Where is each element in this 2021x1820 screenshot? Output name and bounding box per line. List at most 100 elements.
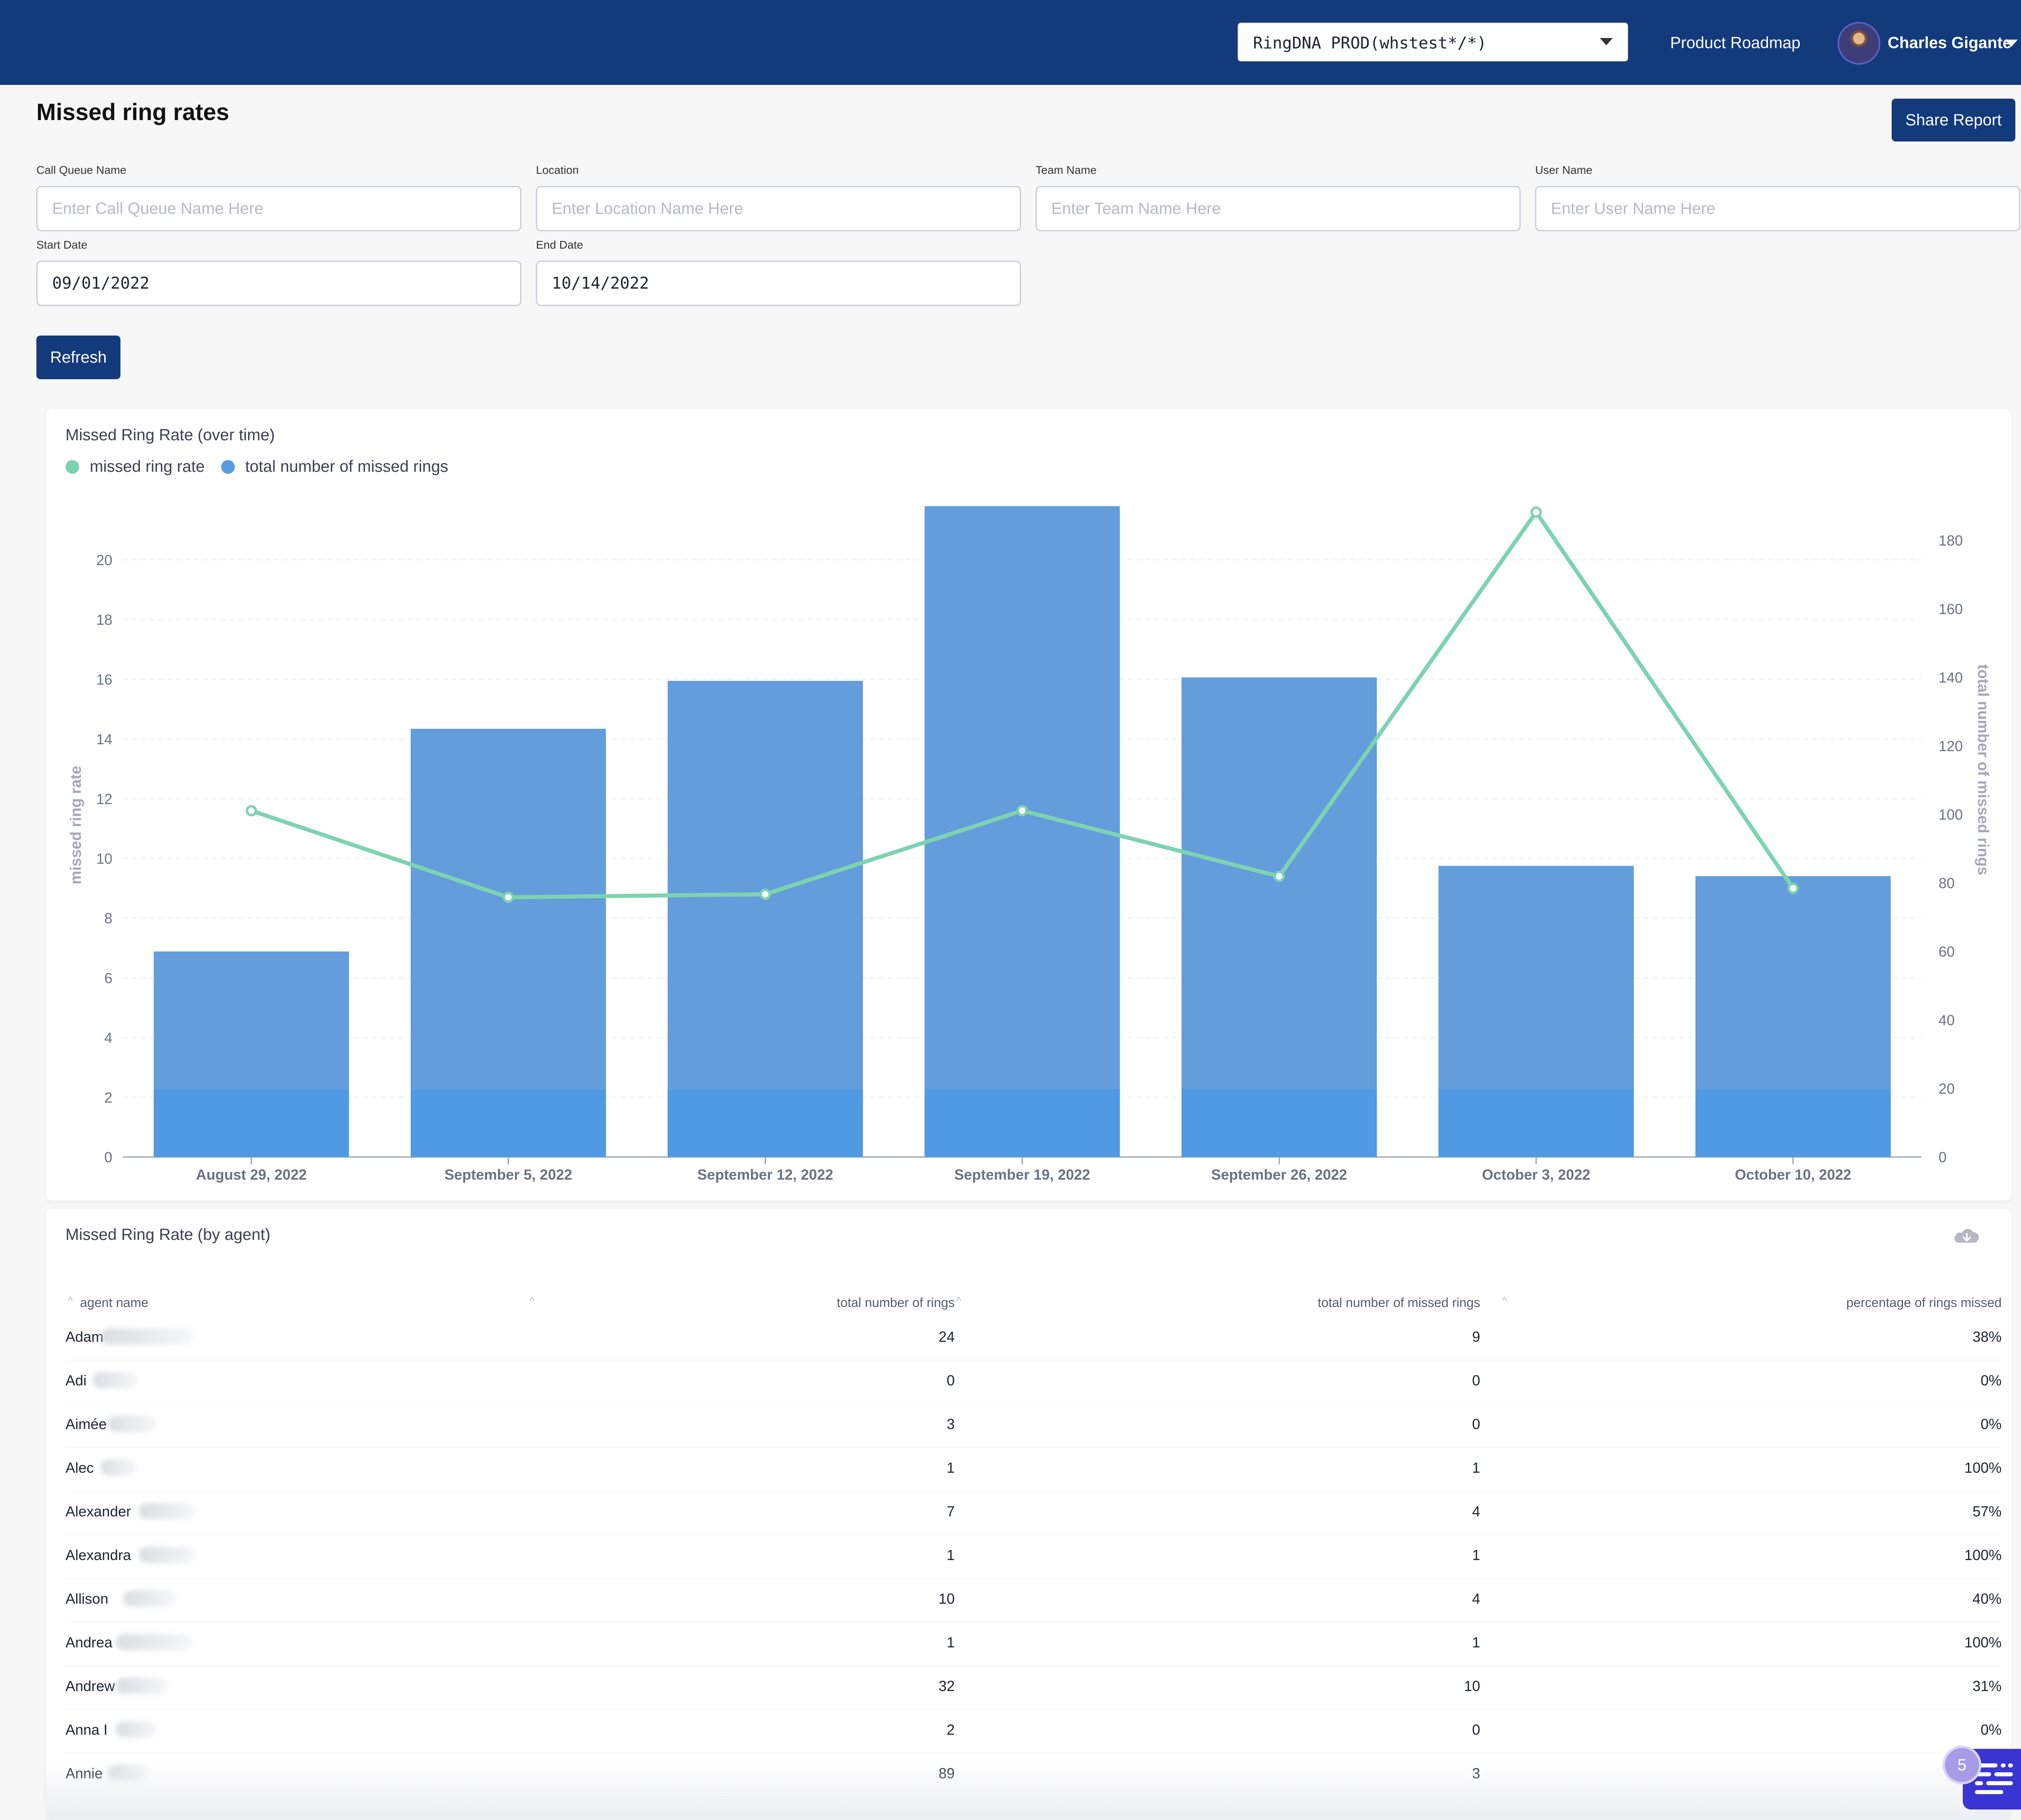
- chart-legend: missed ring rate total number of missed …: [65, 458, 464, 476]
- location-input[interactable]: [536, 186, 1021, 231]
- y-left-tick-label: 14: [96, 731, 112, 747]
- redacted-surname: [116, 1634, 192, 1650]
- total-rings-cell: 2: [946, 1721, 955, 1738]
- end-date-input[interactable]: [536, 261, 1021, 306]
- sort-caret-icon[interactable]: ^: [68, 1294, 73, 1307]
- top-nav-bar: RingDNA PROD(whstest*/*) Product Roadmap…: [0, 0, 2021, 85]
- missed-rings-cell: 1: [1472, 1547, 1480, 1563]
- bar-base-band: [667, 1089, 863, 1157]
- legend-item-rate[interactable]: missed ring rate: [65, 458, 205, 476]
- x-tick-label: September 26, 2022: [1211, 1166, 1347, 1183]
- call-queue-label: Call Queue Name: [36, 164, 127, 176]
- redacted-surname: [139, 1547, 195, 1563]
- total-rings-cell: 32: [938, 1678, 955, 1694]
- chevron-down-icon: [1600, 38, 1613, 45]
- agent-name: Alexander: [65, 1503, 131, 1520]
- x-tick-label: September 12, 2022: [697, 1166, 833, 1183]
- page-title: Missed ring rates: [36, 99, 230, 125]
- x-tick-label: September 19, 2022: [954, 1166, 1090, 1183]
- total-rings-cell: 1: [946, 1634, 955, 1651]
- menu-lines-icon: [1975, 1763, 2013, 1794]
- missed-rings-cell: 4: [1472, 1503, 1480, 1520]
- team-name-input[interactable]: [1036, 186, 1521, 231]
- agent-name: Aimée: [65, 1416, 107, 1432]
- bar-base-band: [1695, 1089, 1891, 1157]
- y-left-tick-label: 2: [104, 1089, 112, 1106]
- table-row[interactable]: Andrea 1 1 100%: [65, 1622, 2002, 1666]
- team-name-label: Team Name: [1036, 164, 1097, 176]
- call-queue-input[interactable]: [36, 186, 521, 231]
- legend-dot-rate: [65, 460, 79, 474]
- table-row[interactable]: Alexandra 1 1 100%: [65, 1535, 2002, 1579]
- sort-caret-icon[interactable]: ^: [1502, 1294, 1507, 1307]
- column-header-total-rings[interactable]: total number of rings: [837, 1295, 955, 1310]
- table-row[interactable]: Anna I 2 0 0%: [65, 1709, 2002, 1753]
- x-tick-label: August 29, 2022: [196, 1166, 307, 1183]
- table-row[interactable]: Andrew 32 10 31%: [65, 1666, 2002, 1710]
- refresh-button[interactable]: Refresh: [36, 336, 120, 379]
- y-left-tick-label: 18: [96, 612, 112, 628]
- y-left-tick-label: 16: [96, 671, 112, 688]
- y-right-tick-label: 40: [1939, 1012, 1955, 1028]
- sort-caret-icon[interactable]: ^: [530, 1294, 535, 1307]
- total-rings-cell: 7: [946, 1503, 955, 1520]
- percentage-missed-cell: 0%: [1980, 1721, 2002, 1738]
- bar-missed-rings: [411, 728, 606, 1157]
- bar-base-band: [1181, 1089, 1377, 1157]
- line-point: [1530, 506, 1542, 518]
- sort-caret-icon[interactable]: ^: [956, 1294, 962, 1307]
- table-row[interactable]: Aimée 3 0 0%: [65, 1404, 2002, 1448]
- missed-ring-rate-chart-card: 0 2 4 6 8 10 12 14 16 18 20 0 20 40 60 80 100 120 140 160 18…: [46, 409, 2011, 1201]
- chart-title: Missed Ring Rate (over time): [65, 426, 275, 444]
- scroll-fade: [46, 1759, 2011, 1820]
- notification-badge[interactable]: 5: [1943, 1746, 1981, 1784]
- table-title: Missed Ring Rate (by agent): [65, 1226, 270, 1244]
- percentage-missed-cell: 0%: [1980, 1372, 2002, 1389]
- x-tick-label: October 3, 2022: [1482, 1166, 1590, 1183]
- share-report-button[interactable]: Share Report: [1892, 99, 2015, 141]
- account-select-value: RingDNA PROD(whstest*/*): [1253, 34, 1487, 53]
- legend-label-rate: missed ring rate: [90, 458, 205, 475]
- redacted-surname: [108, 1416, 156, 1432]
- y-right-tick-label: 180: [1939, 532, 1963, 549]
- chevron-down-icon[interactable]: [2005, 40, 2018, 47]
- legend-label-missed: total number of missed rings: [245, 458, 449, 475]
- column-header-missed-rings[interactable]: total number of missed rings: [1318, 1295, 1480, 1310]
- y-right-tick-label: 100: [1939, 807, 1963, 823]
- redacted-surname: [93, 1372, 137, 1388]
- table-row[interactable]: Alec 1 1 100%: [65, 1447, 2002, 1491]
- missed-rings-cell: 4: [1472, 1590, 1480, 1607]
- start-date-input[interactable]: [36, 261, 521, 306]
- user-name-input[interactable]: [1535, 186, 2020, 231]
- table-row[interactable]: Adam 24 9 38%: [65, 1316, 2002, 1360]
- legend-dot-missed: [221, 460, 235, 474]
- agent-name: Anna I: [65, 1721, 108, 1738]
- missed-rings-cell: 0: [1472, 1416, 1480, 1432]
- bar-base-band: [1438, 1089, 1634, 1157]
- account-select[interactable]: RingDNA PROD(whstest*/*): [1238, 23, 1628, 61]
- percentage-missed-cell: 0%: [1980, 1416, 2002, 1432]
- column-header-percentage-missed[interactable]: percentage of rings missed: [1846, 1295, 2002, 1310]
- column-header-agent-name[interactable]: agent name: [80, 1295, 149, 1310]
- table-row[interactable]: Allison 10 4 40%: [65, 1578, 2002, 1622]
- redacted-surname: [100, 1459, 137, 1476]
- table-row[interactable]: Alexander 7 4 57%: [65, 1491, 2002, 1535]
- total-rings-cell: 1: [946, 1459, 955, 1476]
- cloud-download-icon[interactable]: [1952, 1225, 1981, 1248]
- bar-missed-rings: [667, 681, 863, 1157]
- avatar[interactable]: [1837, 22, 1880, 65]
- legend-item-missed[interactable]: total number of missed rings: [221, 458, 448, 476]
- y-right-tick-label: 160: [1939, 601, 1963, 617]
- user-menu-name[interactable]: Charles Gigante: [1888, 34, 2012, 52]
- percentage-missed-cell: 100%: [1964, 1547, 2002, 1563]
- product-roadmap-link[interactable]: Product Roadmap: [1670, 34, 1801, 52]
- missed-rings-cell: 1: [1472, 1634, 1480, 1651]
- start-date-label: Start Date: [36, 239, 88, 251]
- x-tick-label: September 5, 2022: [444, 1166, 572, 1183]
- y-right-axis-title: total number of missed rings: [1975, 664, 1991, 875]
- table-row[interactable]: Adi 0 0 0%: [65, 1360, 2002, 1404]
- missed-rings-cell: 0: [1472, 1372, 1480, 1389]
- y-left-tick-label: 0: [104, 1149, 112, 1165]
- bar-base-band: [924, 1089, 1120, 1157]
- agent-name: Adi: [65, 1372, 87, 1389]
